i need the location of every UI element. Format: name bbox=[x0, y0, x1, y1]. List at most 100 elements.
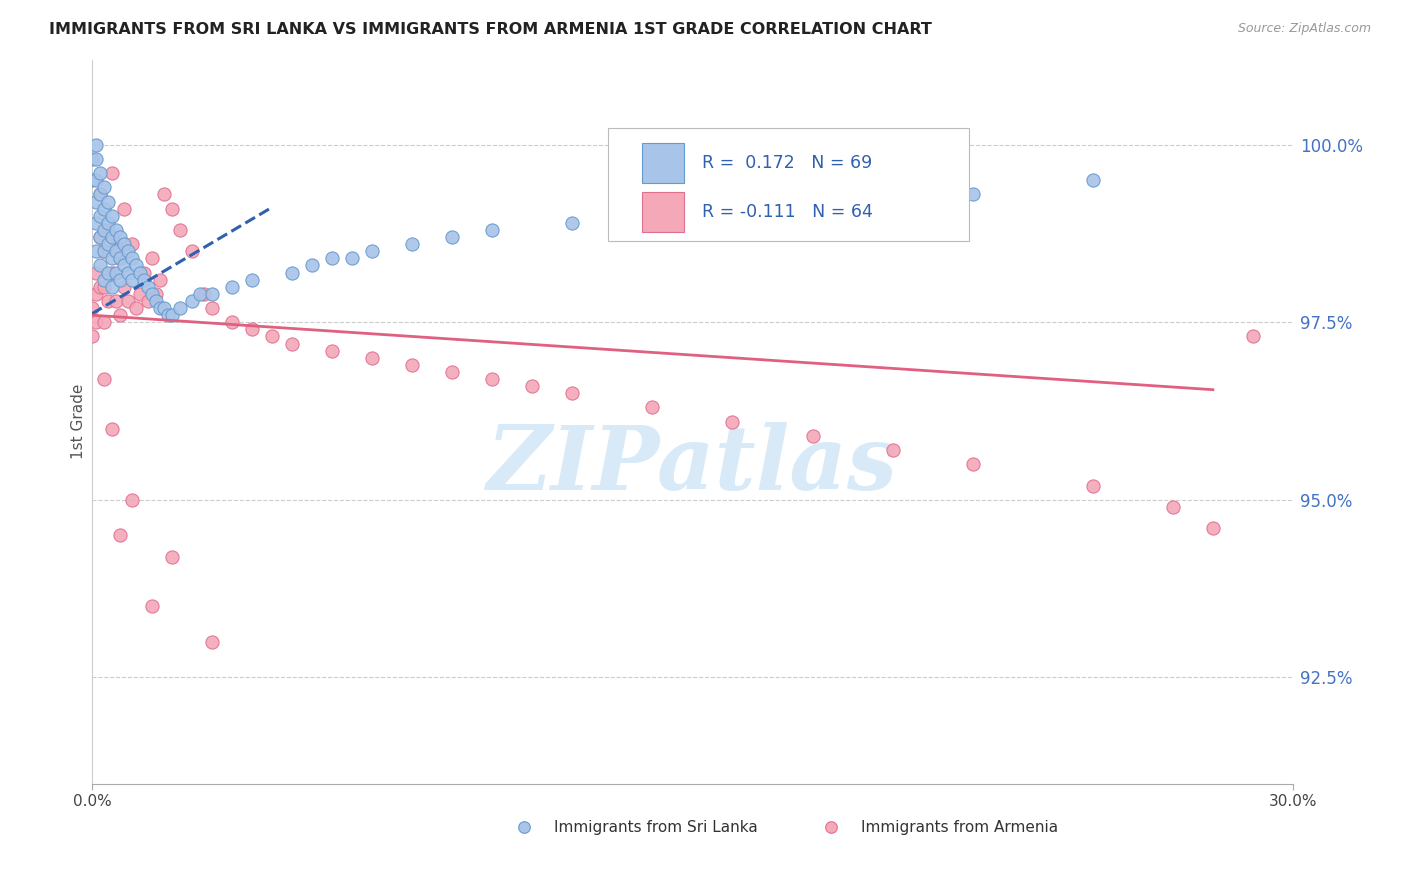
Point bbox=[962, 457, 984, 471]
Point bbox=[145, 293, 167, 308]
Point bbox=[136, 279, 159, 293]
Point bbox=[80, 329, 103, 343]
Point bbox=[108, 252, 131, 266]
Point bbox=[721, 415, 744, 429]
Text: IMMIGRANTS FROM SRI LANKA VS IMMIGRANTS FROM ARMENIA 1ST GRADE CORRELATION CHART: IMMIGRANTS FROM SRI LANKA VS IMMIGRANTS … bbox=[49, 22, 932, 37]
Text: R =  0.172   N = 69: R = 0.172 N = 69 bbox=[702, 154, 872, 172]
Point bbox=[401, 358, 423, 372]
Point bbox=[201, 301, 224, 315]
Point bbox=[93, 244, 115, 259]
Point bbox=[80, 152, 103, 166]
FancyBboxPatch shape bbox=[609, 128, 969, 241]
Point bbox=[136, 293, 159, 308]
Point bbox=[89, 259, 111, 273]
Point bbox=[97, 293, 120, 308]
Point bbox=[481, 372, 503, 386]
Point bbox=[201, 634, 224, 648]
Point bbox=[89, 209, 111, 223]
Point bbox=[93, 244, 115, 259]
Point bbox=[84, 286, 107, 301]
Point bbox=[1081, 173, 1104, 187]
Point bbox=[281, 266, 304, 280]
Point bbox=[93, 315, 115, 329]
Y-axis label: 1st Grade: 1st Grade bbox=[72, 384, 86, 459]
Point bbox=[221, 315, 243, 329]
Point bbox=[153, 301, 176, 315]
Point bbox=[141, 286, 163, 301]
Text: Source: ZipAtlas.com: Source: ZipAtlas.com bbox=[1237, 22, 1371, 36]
Point bbox=[129, 286, 152, 301]
Point bbox=[181, 293, 204, 308]
Point bbox=[262, 329, 284, 343]
Point bbox=[108, 230, 131, 244]
Point bbox=[84, 137, 107, 152]
Point bbox=[101, 230, 124, 244]
Point bbox=[160, 549, 183, 564]
Point bbox=[721, 202, 744, 216]
Point bbox=[121, 492, 143, 507]
Point bbox=[281, 336, 304, 351]
Point bbox=[188, 286, 211, 301]
Point bbox=[97, 194, 120, 209]
Point bbox=[149, 301, 172, 315]
Point bbox=[112, 202, 135, 216]
Point bbox=[104, 223, 127, 237]
Point bbox=[101, 422, 124, 436]
FancyBboxPatch shape bbox=[643, 143, 685, 183]
Point bbox=[117, 293, 139, 308]
Text: ZIPatlas: ZIPatlas bbox=[486, 422, 898, 508]
Point bbox=[93, 279, 115, 293]
Point bbox=[93, 223, 115, 237]
Point bbox=[1081, 478, 1104, 492]
Point bbox=[93, 273, 115, 287]
Point bbox=[193, 286, 215, 301]
Text: Immigrants from Armenia: Immigrants from Armenia bbox=[860, 820, 1057, 835]
Point bbox=[882, 194, 904, 209]
Point bbox=[340, 252, 363, 266]
Point bbox=[97, 216, 120, 230]
Point bbox=[240, 273, 263, 287]
Point bbox=[84, 244, 107, 259]
Point bbox=[121, 273, 143, 287]
Point bbox=[112, 279, 135, 293]
Point bbox=[1161, 500, 1184, 514]
Point bbox=[80, 173, 103, 187]
Point bbox=[321, 343, 343, 358]
Point bbox=[101, 209, 124, 223]
Point bbox=[112, 237, 135, 252]
Point bbox=[481, 223, 503, 237]
Point bbox=[89, 230, 111, 244]
Point bbox=[153, 187, 176, 202]
Point bbox=[101, 166, 124, 180]
Point bbox=[101, 266, 124, 280]
Point bbox=[84, 216, 107, 230]
Point bbox=[141, 599, 163, 614]
Point bbox=[145, 286, 167, 301]
Point bbox=[104, 293, 127, 308]
Point bbox=[89, 187, 111, 202]
Point bbox=[962, 187, 984, 202]
Point bbox=[121, 252, 143, 266]
Point bbox=[112, 259, 135, 273]
Point bbox=[129, 266, 152, 280]
Point bbox=[882, 443, 904, 458]
Text: R = -0.111   N = 64: R = -0.111 N = 64 bbox=[702, 202, 873, 221]
Point bbox=[97, 223, 120, 237]
Point bbox=[101, 279, 124, 293]
Point bbox=[441, 365, 464, 379]
Point bbox=[160, 202, 183, 216]
Point bbox=[84, 152, 107, 166]
Point bbox=[169, 301, 191, 315]
Point bbox=[1241, 329, 1264, 343]
Point bbox=[89, 166, 111, 180]
Point bbox=[561, 386, 583, 401]
FancyBboxPatch shape bbox=[643, 192, 685, 232]
Point bbox=[97, 266, 120, 280]
Point bbox=[84, 315, 107, 329]
Point bbox=[321, 252, 343, 266]
Point bbox=[93, 202, 115, 216]
Point bbox=[441, 230, 464, 244]
Point bbox=[84, 266, 107, 280]
Point bbox=[169, 223, 191, 237]
Point bbox=[121, 237, 143, 252]
